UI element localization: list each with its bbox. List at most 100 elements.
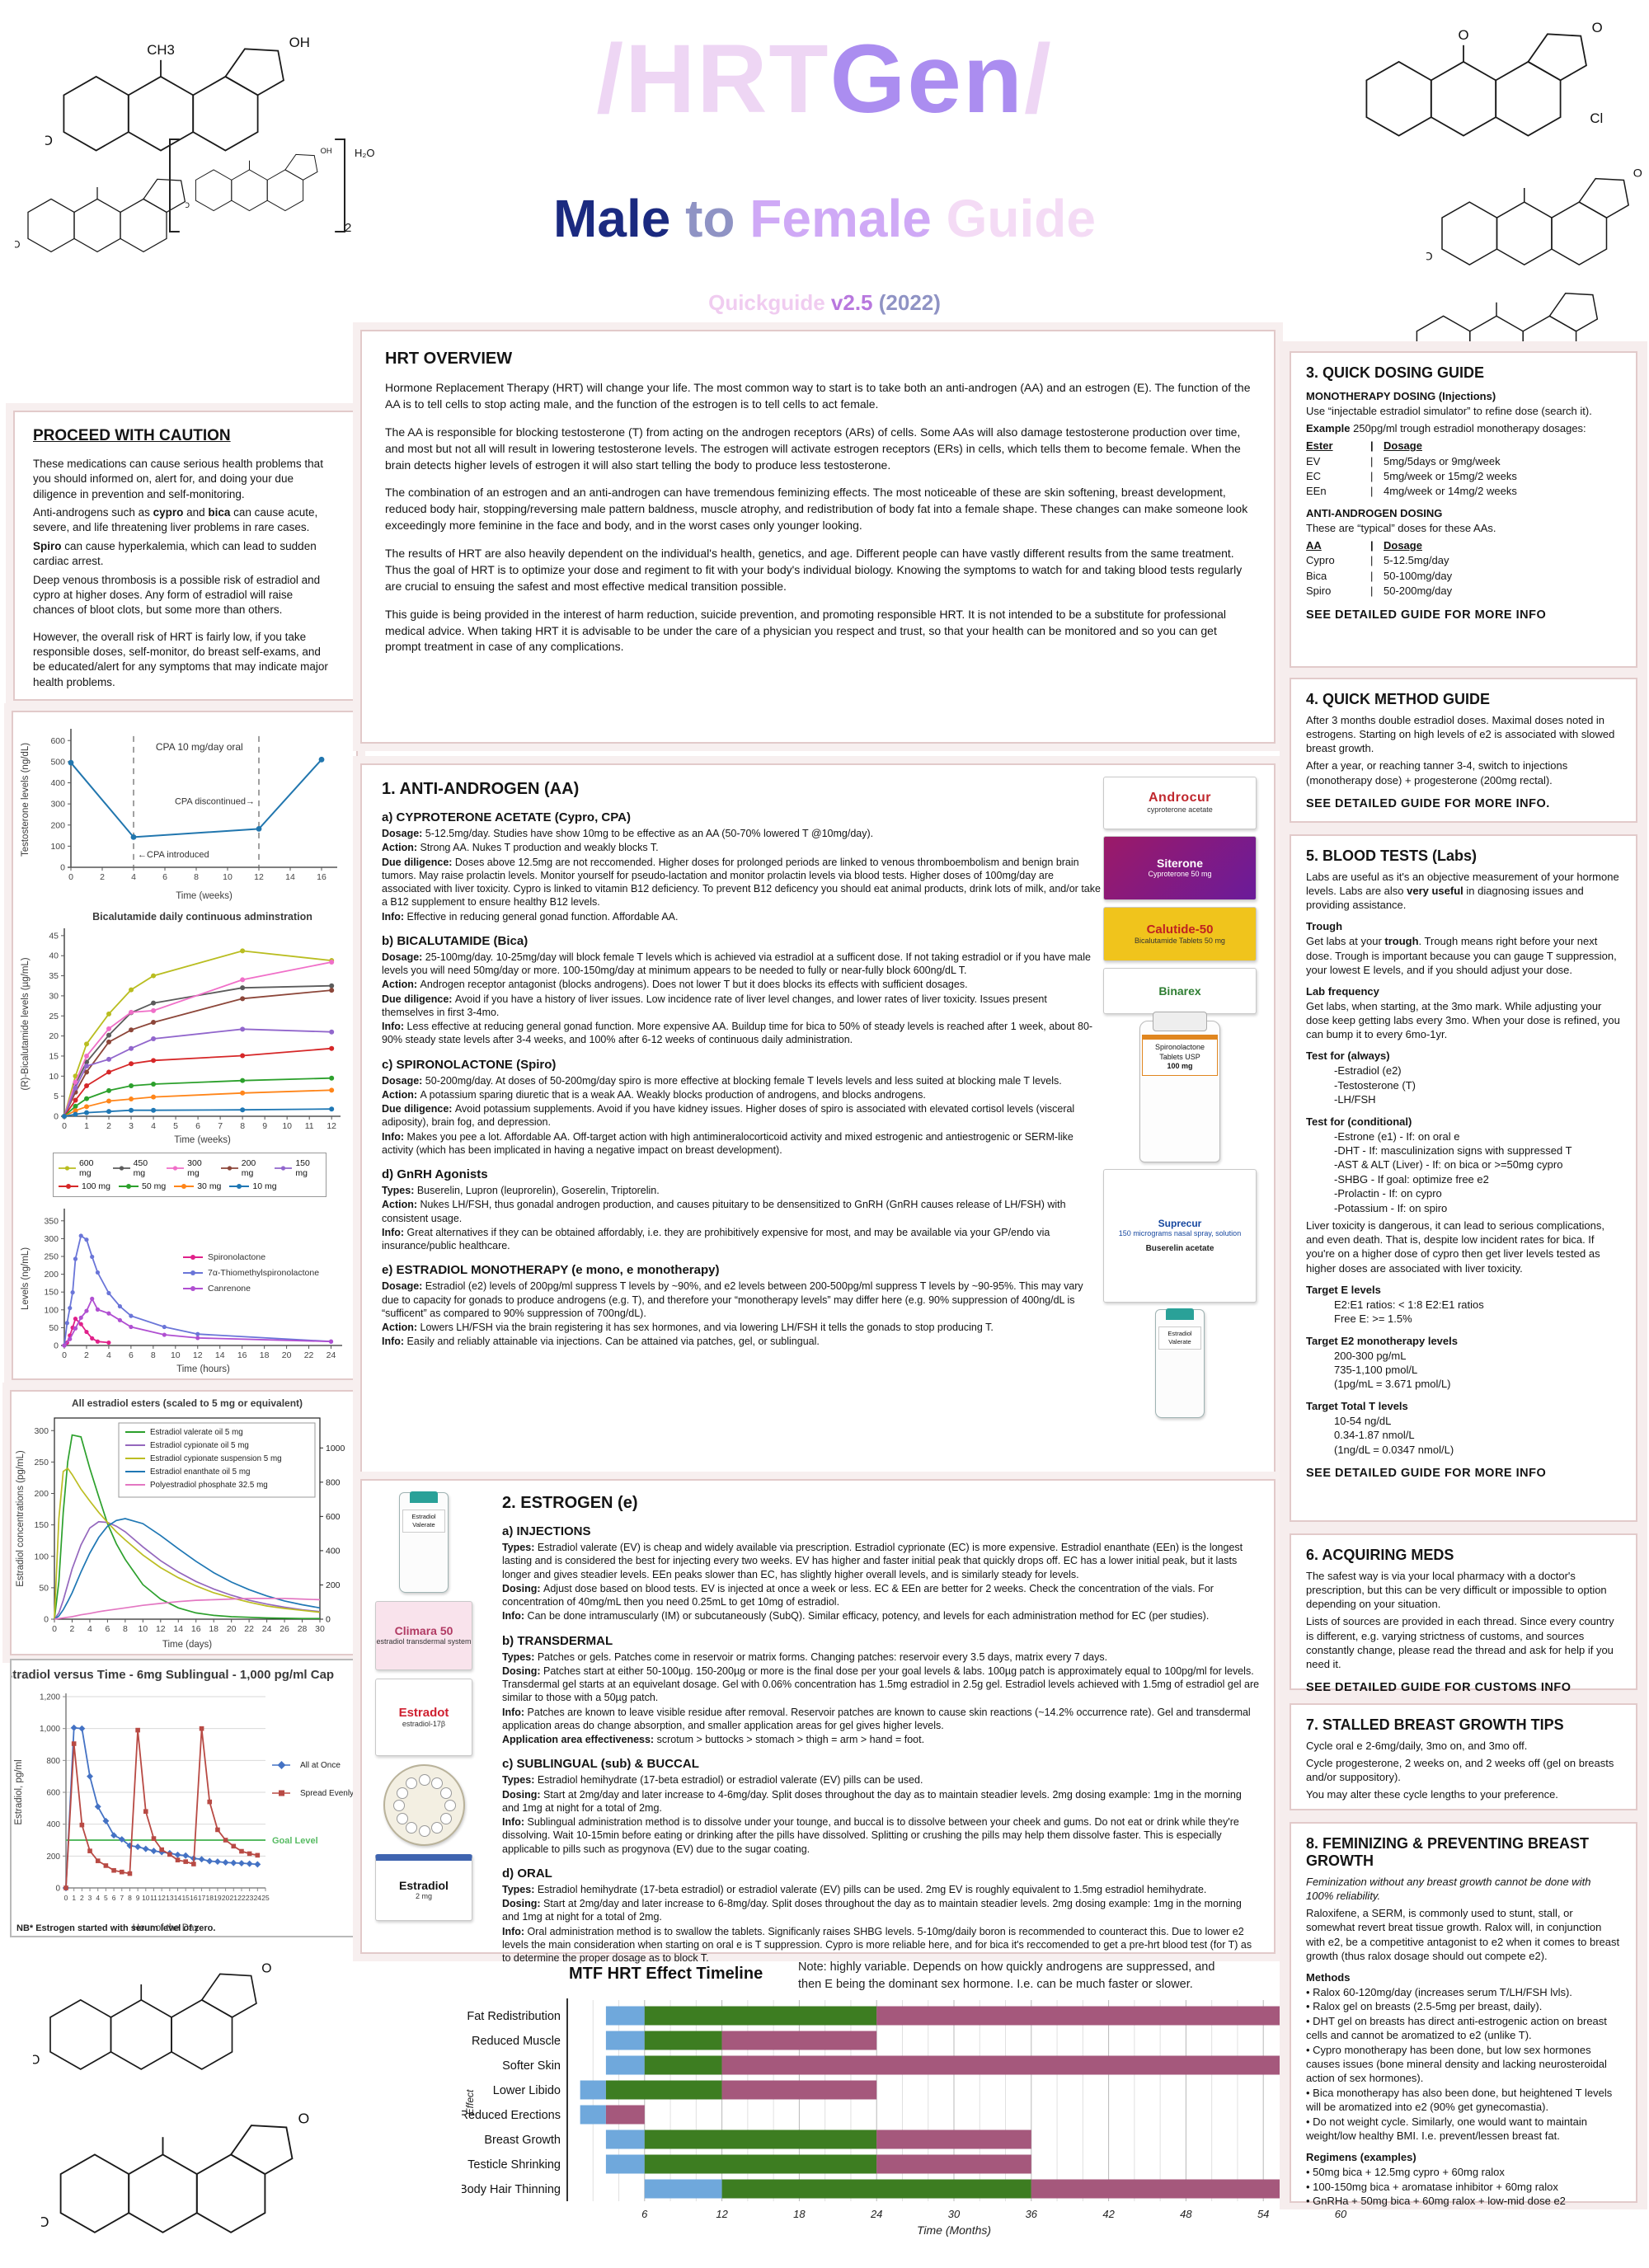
svg-text:14: 14 xyxy=(174,1894,182,1902)
table-separator: | xyxy=(1370,484,1374,497)
structure-label: O xyxy=(1458,27,1468,43)
list-item: -AST & ALT (Liver) - If: on bica or >=50… xyxy=(1334,1158,1563,1172)
timeline-row-label: Softer Skin xyxy=(502,2059,561,2073)
svg-text:24: 24 xyxy=(262,1624,272,1634)
svg-text:6: 6 xyxy=(641,2208,648,2220)
right-block-paragraph: Use “injectable estradiol simulator” to … xyxy=(1306,405,1592,417)
overview-paragraph: This guide is being provided in the inte… xyxy=(385,607,1226,654)
right-block-list: E2:E1 ratios: < 1:8 E2:E1 ratios Free E: … xyxy=(1306,1298,1621,1327)
svg-text:0: 0 xyxy=(55,1885,60,1894)
dosage-table: AA | Dosage Cypro | 5-12.5mg/day Bica | 50-100mg… xyxy=(1306,538,1621,599)
svg-text:8: 8 xyxy=(240,1121,245,1131)
svg-text:350: 350 xyxy=(44,1216,59,1226)
timeline-bar-changes xyxy=(644,2006,877,2026)
svg-text:5: 5 xyxy=(54,1092,59,1101)
svg-text:18: 18 xyxy=(206,1894,214,1902)
legend-swatch xyxy=(275,1166,293,1171)
timeline-row-label: Breast Growth xyxy=(484,2134,561,2147)
svg-text:6: 6 xyxy=(129,1350,134,1360)
sublingual-chart: 0 200 400 600 800 1,000 1,200 0 1 2 3 4 5 6 7 8 9 10 11 12 1… xyxy=(0,1660,363,1936)
caution-body: These medications can cause serious heal… xyxy=(33,457,335,732)
product-brand-label: Suprecur xyxy=(1158,1217,1202,1229)
svg-text:12: 12 xyxy=(157,1894,166,1902)
svg-text:24: 24 xyxy=(254,1894,262,1902)
drospirenone-structure-icon: OO xyxy=(1424,167,1642,265)
legend-row: 600 mg 450 mg 300 mg 200 mg 150 mg xyxy=(59,1157,321,1180)
injection-vial-image: Estradiol Valerate xyxy=(399,1491,449,1593)
version-label: Quickguide v2.5 (2022) xyxy=(445,290,1204,316)
svg-text:24: 24 xyxy=(870,2208,882,2220)
timeline-row-label: Testicle Shrinking xyxy=(467,2158,561,2172)
pill-bottle-image: Spironolactone Tablets USP 100 mg xyxy=(1139,1012,1220,1162)
legend-entry: 10 mg xyxy=(229,1181,277,1191)
legend-label: 150 mg xyxy=(295,1158,310,1178)
right-section-title: 8. FEMINIZING & PREVENTING BREAST GROWTH xyxy=(1306,1835,1590,1869)
svg-text:Estradiol cypionate oil 5 mg: Estradiol cypionate oil 5 mg xyxy=(150,1441,249,1450)
legend-entry: 300 mg xyxy=(167,1158,213,1178)
svg-text:0: 0 xyxy=(54,1341,59,1351)
right-section-box: 7. STALLED BREAST GROWTH TIPS Cycle oral … xyxy=(1290,1703,1637,1810)
structure-label: HO xyxy=(41,2214,49,2230)
product-brand-label: Siterone xyxy=(1156,857,1203,871)
table-cell: Cypro xyxy=(1306,554,1335,567)
vial-label: Estradiol Valerate xyxy=(402,1510,445,1533)
right-block-paragraph: The safest way is via your local pharmac… xyxy=(1306,1570,1607,1611)
spironolactone-chart: 0 50 100 150 200 250 300 350 0 2 4 6 8 10 12 14 16 18 20 22… xyxy=(18,1205,352,1377)
table-cell: 5-12.5mg/day xyxy=(1384,554,1449,567)
left-charts-frame xyxy=(12,711,358,1380)
timeline-bar-completion xyxy=(721,2080,877,2100)
right-section-title: 4. QUICK METHOD GUIDE xyxy=(1306,691,1491,707)
right-block-paragraph: You may alter these cycle lengths to you… xyxy=(1306,1788,1558,1801)
vial-label: Estradiol Valerate xyxy=(1158,1327,1201,1350)
aa-products-rail: Androcur cyproterone acetate Siterone Cypro… xyxy=(1097,777,1262,1418)
product-sub-label: estradiol transdermal system xyxy=(376,1637,472,1646)
svg-text:13: 13 xyxy=(166,1894,174,1902)
list-item: -Estrone (e1) - If: on oral e xyxy=(1334,1129,1460,1143)
bottle-label-line: 100 mg xyxy=(1167,1062,1193,1071)
right-block-heading: Trough xyxy=(1306,920,1343,933)
dosage-table: Ester | Dosage EV | 5mg/5days or 9mg/week EC | 5… xyxy=(1306,439,1621,499)
table-separator: | xyxy=(1370,469,1374,482)
svg-text:9: 9 xyxy=(136,1894,140,1902)
drug-detail-line: Dosage: Estradiol (e2) levels of 200pg/m… xyxy=(382,1280,1083,1319)
svg-text:Hour of the Day: Hour of the Day xyxy=(133,1923,200,1933)
svg-text:Spread Evenly: Spread Evenly xyxy=(300,1789,354,1798)
aa-section-body: a) CYPROTERONE ACETATE (Cypro, CPA) Dosag… xyxy=(382,810,1101,1349)
table-cell: 5mg/week or 15mg/2 weeks xyxy=(1384,469,1517,482)
svg-text:12: 12 xyxy=(327,1121,336,1131)
structure-label: O xyxy=(298,2111,310,2127)
bicalutamide-chart: 0 5 10 15 20 25 30 35 40 45 0 1 2 3 4 5 6 7 8 9 10 11 12 Bicalu… xyxy=(18,907,352,1148)
timeline-title: MTF HRT Effect Timeline xyxy=(569,1965,763,1983)
svg-text:10: 10 xyxy=(223,872,233,882)
legend-entry: 600 mg xyxy=(59,1158,105,1178)
svg-text:2: 2 xyxy=(106,1121,111,1131)
drug-entry: a) CYPROTERONE ACETATE (Cypro, CPA) Dosag… xyxy=(382,810,1101,923)
svg-text:6: 6 xyxy=(105,1624,110,1634)
page-title-part: /HRT xyxy=(596,25,830,134)
table-cell: 4mg/week or 14mg/2 weeks xyxy=(1384,484,1517,497)
list-item: -LH/FSH xyxy=(1334,1093,1376,1106)
svg-text:20: 20 xyxy=(222,1894,230,1902)
legend-entry: 450 mg xyxy=(112,1158,159,1178)
timeline-row-label: Fat Redistribution xyxy=(467,2010,561,2023)
product-brand-label: Estradiol xyxy=(399,1879,449,1893)
cyproterone-acetate-structure-icon: O O Cl xyxy=(1348,8,1625,169)
drug-entry: e) ESTRADIOL MONOTHERAPY (e mono, e mono… xyxy=(382,1263,1101,1348)
list-item: E2:E1 ratios: < 1:8 E2:E1 ratios xyxy=(1334,1298,1484,1311)
estrogen-products-rail: Estradiol Valerate Climara 50 estradiol tra… xyxy=(372,1491,476,1921)
svg-text:10: 10 xyxy=(142,1894,150,1902)
drug-detail-line: Dosage: 50-200mg/day. At doses of 50-200… xyxy=(382,1074,1062,1087)
svg-text:16: 16 xyxy=(190,1894,198,1902)
timeline-bar-changes xyxy=(644,2031,722,2050)
page-subtitle-part: Female xyxy=(749,189,947,248)
pill-dot xyxy=(418,1825,430,1837)
pill-dot xyxy=(396,1812,408,1824)
series-line-Estradiol cypionate suspension 5 mg xyxy=(54,1467,321,1620)
svg-text:3: 3 xyxy=(129,1121,134,1131)
drug-detail-line: Types: Estradiol hemihydrate (17-beta es… xyxy=(502,1774,923,1787)
svg-text:200: 200 xyxy=(34,1489,49,1499)
svg-text:24: 24 xyxy=(327,1350,336,1360)
drug-heading: c) SPIRONOLACTONE (Spiro) xyxy=(382,1057,557,1072)
timeline-bar-onset xyxy=(605,2031,645,2050)
